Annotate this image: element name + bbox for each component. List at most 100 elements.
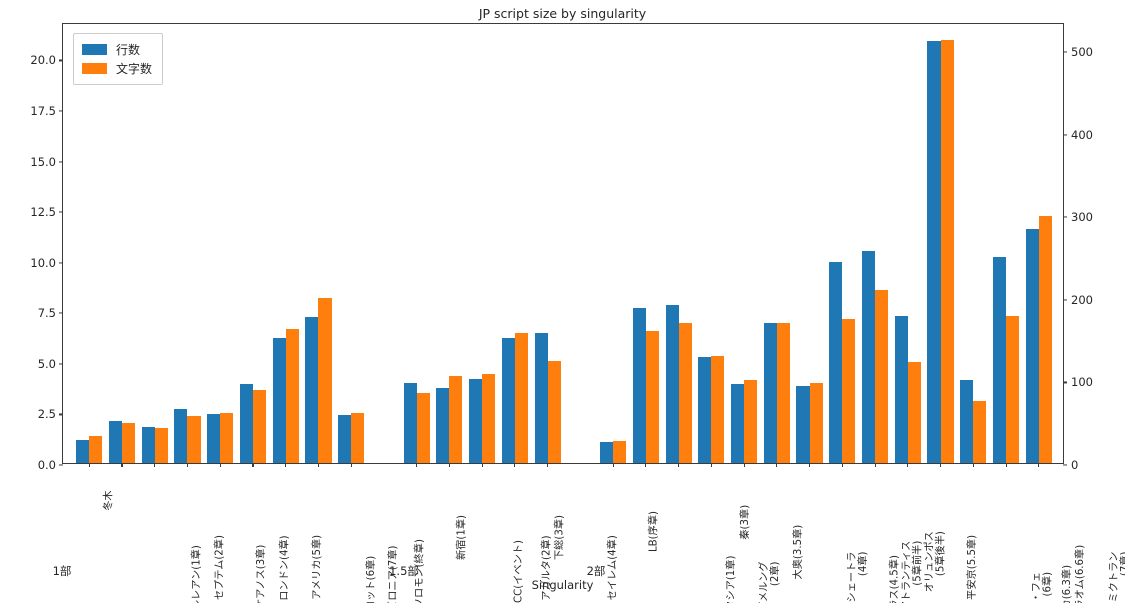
x-tick-label: アヴァロン・ル・フェ (6章) <box>1031 571 1054 603</box>
bar-line-count <box>665 305 679 463</box>
bar-character-count <box>711 356 725 463</box>
bar-character-count <box>482 373 496 463</box>
bar-line-count <box>239 384 253 463</box>
x-tick-label: ロンドン(4章) <box>279 535 291 601</box>
bar-line-count <box>272 337 286 463</box>
x-tick-label: アガルタ(2章) <box>541 535 553 601</box>
x-tick-mark <box>121 463 123 467</box>
bar-line-count <box>108 420 122 463</box>
bar-line-count <box>141 426 155 463</box>
x-tick-mark <box>645 463 647 467</box>
bar-character-count <box>613 440 627 463</box>
y-tick-mark-left <box>59 59 63 61</box>
x-tick-mark <box>416 463 418 467</box>
bar-character-count <box>121 422 136 463</box>
x-tick-label: キャメロット(6章) <box>365 555 377 603</box>
bar-character-count <box>154 428 168 463</box>
bar-line-count <box>174 409 188 463</box>
bar-line-count <box>861 250 876 463</box>
y-tick-label-left: 20.0 <box>30 53 56 68</box>
x-tick-label: セイレム(4章) <box>607 535 619 601</box>
bar-line-count <box>698 356 712 463</box>
bar-line-count <box>992 256 1007 463</box>
bar-line-count <box>763 323 777 463</box>
y-tick-mark-right <box>1063 51 1067 53</box>
x-tick-mark <box>252 463 254 467</box>
bar-line-count <box>927 41 941 463</box>
x-tick-label: オケアノス(3章) <box>256 544 268 603</box>
bar-character-count <box>449 376 463 463</box>
bar-character-count <box>809 382 823 463</box>
bar-character-count <box>252 389 266 463</box>
x-tick-label: オリュンポス (5章後半) <box>924 531 948 593</box>
bar-line-count <box>501 337 515 463</box>
bar-character-count <box>318 297 332 463</box>
legend-label: 文字数 <box>116 62 153 76</box>
bar-line-count <box>534 332 548 463</box>
x-tick-mark <box>940 463 942 467</box>
x-tick-mark <box>1005 463 1007 467</box>
bar-character-count <box>645 330 659 463</box>
bar-line-count <box>469 379 483 463</box>
legend-item[interactable]: 行数 <box>82 40 152 59</box>
bar-line-count <box>600 441 614 463</box>
bar-character-count <box>1006 316 1020 463</box>
legend-item[interactable]: 文字数 <box>82 59 152 78</box>
x-tick-mark <box>448 463 450 467</box>
y-tick-label-right: 400 <box>1071 127 1093 142</box>
bar-line-count <box>894 316 908 463</box>
group-label: 1.5部 <box>389 564 419 578</box>
bar-line-count <box>403 383 417 463</box>
y-tick-label-right: 500 <box>1071 45 1093 60</box>
y-tick-mark-left <box>59 262 63 264</box>
bar-character-count <box>1038 216 1052 463</box>
x-tick-mark <box>841 463 843 467</box>
x-tick-mark <box>743 463 745 467</box>
bar-character-count <box>842 319 856 463</box>
x-tick-label: ノーチラス(4.5章) <box>888 555 900 603</box>
x-tick-mark <box>710 463 712 467</box>
y-tick-label-left: 17.5 <box>30 103 56 118</box>
x-tick-label: 下総(3章) <box>554 515 566 560</box>
x-tick-label: 平安京(5.5章) <box>967 534 979 600</box>
bar-character-count <box>416 392 430 463</box>
y-tick-label-right: 0 <box>1071 458 1079 472</box>
y-tick-mark-right <box>1063 464 1067 466</box>
bar-character-count <box>547 360 561 463</box>
x-tick-mark <box>612 463 614 467</box>
x-tick-label: LB(序章) <box>648 511 660 552</box>
bar-character-count <box>776 323 790 463</box>
y-tick-mark-left <box>59 312 63 314</box>
x-tick-mark <box>350 463 352 467</box>
x-tick-label: アメリカ(5章) <box>312 534 324 600</box>
x-tick-label: 秦(3章) <box>740 504 752 540</box>
bar-line-count <box>76 439 90 463</box>
x-tick-mark <box>972 463 974 467</box>
bar-character-count <box>187 415 201 463</box>
bar-character-count <box>220 413 234 463</box>
x-tick-label: ゲッテルデメルング (2章) <box>759 561 782 603</box>
bar-line-count <box>207 414 221 463</box>
x-tick-mark <box>547 463 549 467</box>
bar-character-count <box>514 333 528 463</box>
x-tick-label: CCC(イベント) <box>513 540 525 603</box>
group-label: 2部 <box>586 564 606 578</box>
legend-swatch-icon <box>82 44 107 55</box>
x-tick-mark <box>514 463 516 467</box>
x-tick-label: アナスタシア(1章) <box>725 555 737 603</box>
bar-character-count <box>875 289 889 463</box>
x-tick-mark <box>776 463 778 467</box>
y-tick-mark-left <box>59 464 63 466</box>
y-tick-label-left: 12.5 <box>30 205 56 220</box>
y-tick-label-left: 5.0 <box>37 356 56 371</box>
bar-line-count <box>960 380 974 463</box>
y-tick-label-left: 7.5 <box>37 306 56 321</box>
y-tick-mark-left <box>59 211 63 213</box>
y-tick-label-right: 200 <box>1071 292 1093 307</box>
bar-character-count <box>940 40 954 463</box>
y-tick-mark-right <box>1063 134 1067 136</box>
x-tick-label: オルレアン(1章) <box>191 545 203 603</box>
legend-swatch-icon <box>82 63 107 74</box>
x-tick-mark <box>88 463 90 467</box>
